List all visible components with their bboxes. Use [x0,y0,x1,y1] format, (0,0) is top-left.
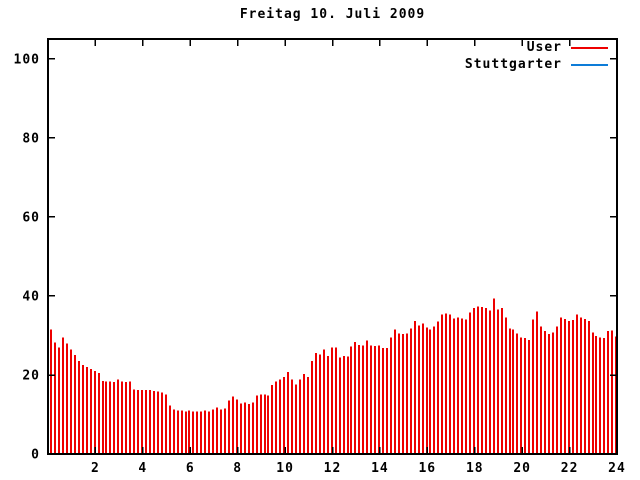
x-tick-label: 16 [418,461,436,476]
y-tick-label: 100 [14,52,40,67]
x-tick-label: 24 [608,461,626,476]
x-tick-label: 12 [324,461,342,476]
x-tick-label: 10 [276,461,294,476]
x-tick-label: 14 [371,461,389,476]
x-tick-label: 2 [91,461,100,476]
y-tick-label: 60 [22,210,40,225]
legend-item-stuttgarter: Stuttgarter [464,57,608,72]
legend-line-stuttgarter-sample [571,63,608,66]
y-tick-label: 80 [22,131,40,146]
chart-title: Freitag 10. Juli 2009 [239,7,426,22]
x-tick-label: 8 [233,461,242,476]
x-tick-label: 22 [561,461,579,476]
y-tick-label: 20 [22,368,40,383]
x-tick-label: 6 [186,461,195,476]
x-tick-label: 18 [466,461,484,476]
legend-line-user-sample [571,46,608,49]
y-tick-label: 40 [22,289,40,304]
legend-item-user: User [526,40,608,55]
legend-label-stuttgarter: Stuttgarter [464,57,562,72]
user-impulse-bars [50,298,617,453]
x-tick-label: 4 [138,461,147,476]
legend: User Stuttgarter [464,40,608,72]
x-tick-label: 20 [513,461,531,476]
legend-label-user: User [526,40,562,55]
y-tick-label: 0 [31,448,40,463]
